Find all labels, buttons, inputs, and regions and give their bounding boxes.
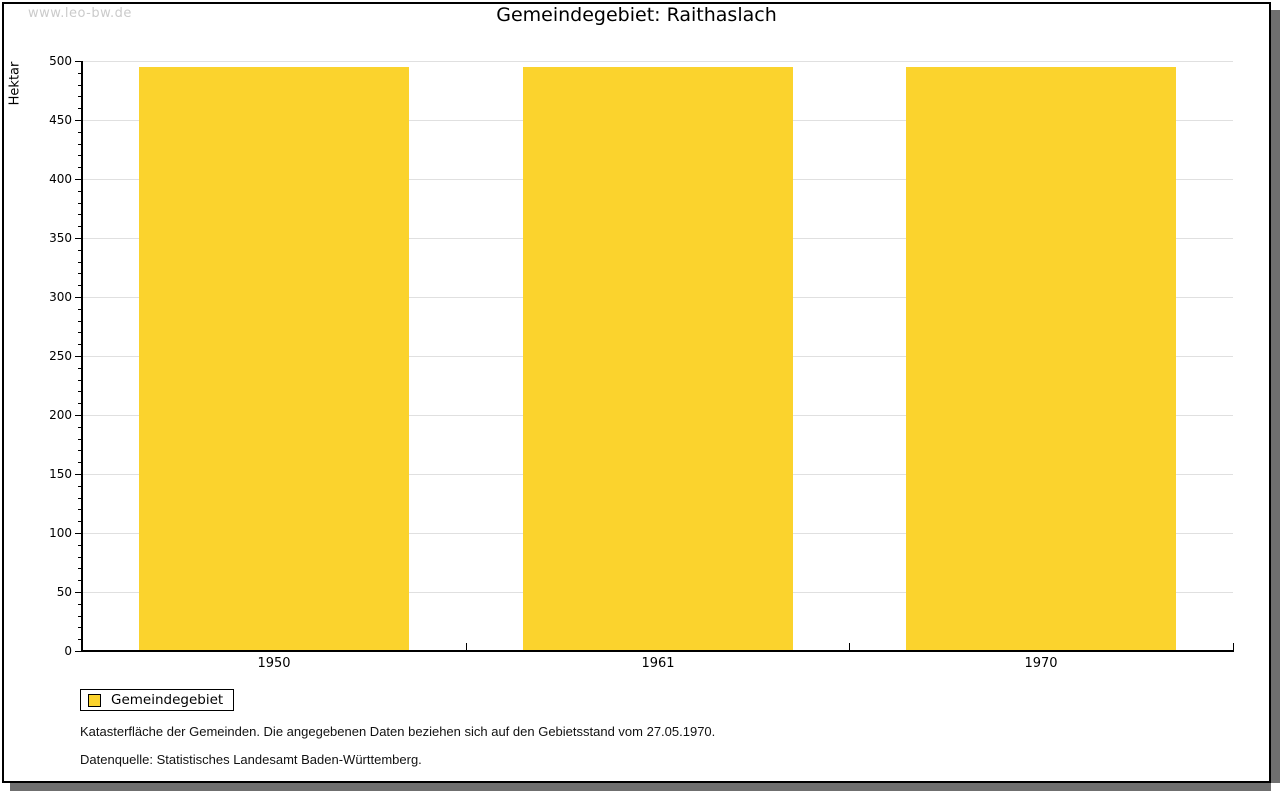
y-tick-label: 200: [49, 408, 72, 422]
y-minor-tick: [78, 604, 82, 605]
bar-1950: [139, 67, 409, 651]
x-tick: [849, 643, 850, 651]
y-minor-tick: [78, 380, 82, 381]
y-major-tick: [75, 651, 82, 652]
y-minor-tick: [78, 96, 82, 97]
y-tick-label: 50: [56, 585, 72, 599]
y-tick-label: 150: [49, 467, 72, 481]
y-minor-tick: [78, 498, 82, 499]
y-minor-tick: [78, 344, 82, 345]
frame-shadow-bottom: [10, 783, 1271, 791]
y-major-tick: [75, 120, 82, 121]
y-minor-tick: [78, 108, 82, 109]
y-minor-tick: [78, 439, 82, 440]
y-minor-tick: [78, 214, 82, 215]
y-minor-tick: [78, 203, 82, 204]
y-tick-label: 300: [49, 290, 72, 304]
y-minor-tick: [78, 568, 82, 569]
y-minor-tick: [78, 321, 82, 322]
gridline: [83, 61, 1233, 62]
x-category-label: 1970: [1024, 656, 1058, 671]
y-minor-tick: [78, 450, 82, 451]
x-category-label: 1950: [257, 656, 291, 671]
y-tick-label: 250: [49, 349, 72, 363]
y-major-tick: [75, 179, 82, 180]
y-minor-tick: [78, 132, 82, 133]
y-minor-tick: [78, 85, 82, 86]
y-major-tick: [75, 474, 82, 475]
legend: Gemeindegebiet: [80, 689, 235, 711]
y-minor-tick: [78, 627, 82, 628]
y-axis-line: [81, 61, 83, 652]
y-minor-tick: [78, 545, 82, 546]
watermark: www.leo-bw.de: [28, 6, 132, 21]
y-minor-tick: [78, 273, 82, 274]
legend-swatch: [88, 693, 101, 707]
y-tick-label: 500: [49, 54, 72, 68]
chart-title: Gemeindegebiet: Raithaslach: [496, 4, 777, 26]
y-minor-tick: [78, 557, 82, 558]
y-minor-tick: [78, 368, 82, 369]
y-minor-tick: [78, 427, 82, 428]
y-major-tick: [75, 533, 82, 534]
y-minor-tick: [78, 285, 82, 286]
y-minor-tick: [78, 521, 82, 522]
y-minor-tick: [78, 167, 82, 168]
bar-1961: [523, 67, 793, 651]
footnote-source: Datenquelle: Statistisches Landesamt Bad…: [80, 752, 422, 767]
x-category-label: 1961: [641, 656, 675, 671]
x-tick: [1233, 643, 1234, 651]
y-minor-tick: [78, 155, 82, 156]
bar-1970: [906, 67, 1176, 651]
y-tick-label: 350: [49, 231, 72, 245]
x-axis-line: [81, 650, 1234, 652]
y-minor-tick: [78, 509, 82, 510]
y-minor-tick: [78, 191, 82, 192]
y-minor-tick: [78, 391, 82, 392]
y-minor-tick: [78, 639, 82, 640]
y-minor-tick: [78, 462, 82, 463]
y-minor-tick: [78, 403, 82, 404]
y-major-tick: [75, 297, 82, 298]
y-minor-tick: [78, 309, 82, 310]
y-major-tick: [75, 592, 82, 593]
y-minor-tick: [78, 486, 82, 487]
y-minor-tick: [78, 226, 82, 227]
y-minor-tick: [78, 616, 82, 617]
y-tick-label: 400: [49, 172, 72, 186]
y-minor-tick: [78, 250, 82, 251]
x-tick: [466, 643, 467, 651]
y-major-tick: [75, 415, 82, 416]
legend-label: Gemeindegebiet: [111, 692, 224, 708]
y-minor-tick: [78, 580, 82, 581]
y-tick-label: 450: [49, 113, 72, 127]
footnote-description: Katasterfläche der Gemeinden. Die angege…: [80, 724, 716, 739]
frame-shadow-right: [1271, 10, 1280, 783]
y-major-tick: [75, 61, 82, 62]
y-tick-label: 100: [49, 526, 72, 540]
y-major-tick: [75, 356, 82, 357]
y-minor-tick: [78, 262, 82, 263]
y-tick-label: 0: [64, 644, 72, 658]
y-minor-tick: [78, 332, 82, 333]
y-major-tick: [75, 238, 82, 239]
y-minor-tick: [78, 73, 82, 74]
y-minor-tick: [78, 144, 82, 145]
